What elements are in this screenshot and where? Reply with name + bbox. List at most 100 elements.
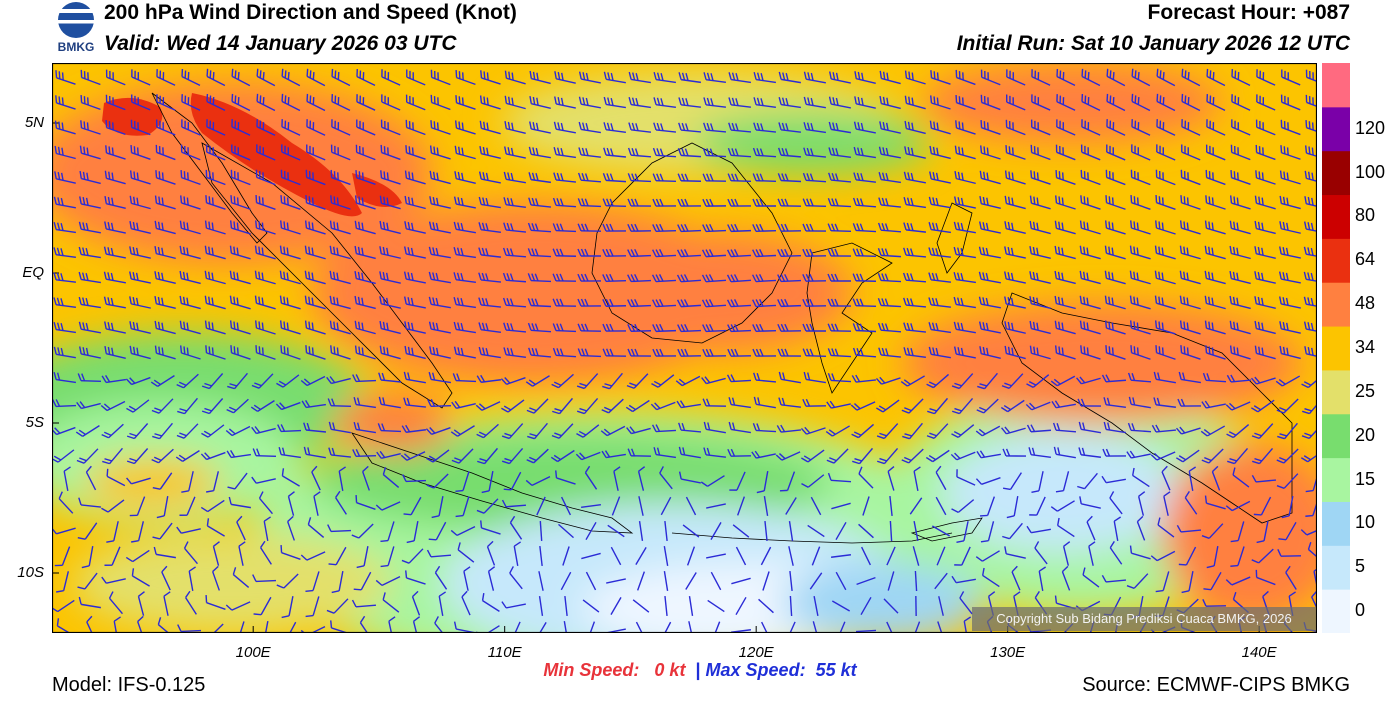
wind-barb <box>378 396 401 409</box>
wind-barb <box>577 348 602 358</box>
wind-barb <box>1256 69 1276 86</box>
wind-barb <box>1101 574 1127 583</box>
wind-barb <box>1129 545 1151 560</box>
wind-barb <box>852 248 877 258</box>
wind-barb <box>1030 119 1051 136</box>
wind-barb <box>355 495 376 511</box>
wind-barb <box>1230 546 1245 567</box>
wind-barb <box>1254 246 1276 259</box>
wind-barb <box>810 496 822 516</box>
wind-barb <box>179 496 196 516</box>
wind-barb <box>953 246 976 259</box>
wind-barb <box>428 296 451 309</box>
wind-barb <box>53 297 77 308</box>
wind-barb <box>628 97 651 109</box>
wind-barb <box>1161 465 1171 491</box>
wind-barb <box>500 377 526 385</box>
wind-barb <box>254 295 276 310</box>
wind-barb <box>760 546 772 566</box>
wind-barb <box>931 525 951 537</box>
wind-barb <box>552 347 577 358</box>
wind-barb <box>403 397 427 408</box>
wind-barb <box>1079 270 1101 285</box>
wind-barb <box>836 621 846 633</box>
wind-barb <box>1281 496 1294 519</box>
wind-barb <box>627 198 652 207</box>
wind-barb <box>727 198 752 207</box>
wind-barb <box>700 475 725 487</box>
wind-barb <box>258 491 273 515</box>
wind-barb <box>1126 450 1151 459</box>
wind-barb <box>1204 245 1226 260</box>
wind-barb <box>79 145 101 160</box>
wind-barb <box>779 471 796 492</box>
wind-barb <box>1178 371 1201 384</box>
wind-barb <box>1280 119 1301 136</box>
wind-barb <box>106 468 126 487</box>
speed-colorbar <box>1322 63 1350 633</box>
wind-barb <box>1109 540 1123 565</box>
wind-barb <box>1080 345 1101 360</box>
wind-barb <box>678 471 701 484</box>
wind-barb <box>953 221 976 234</box>
wind-barb <box>852 223 877 233</box>
wind-barb <box>86 615 96 633</box>
wind-barb <box>1026 525 1051 534</box>
wind-barb <box>610 596 622 616</box>
wind-barb <box>904 146 926 159</box>
wind-barb <box>1127 372 1152 383</box>
colorbar-swatch <box>1322 589 1350 633</box>
wind-barb <box>702 323 727 333</box>
wind-barb <box>930 95 951 110</box>
wind-barb <box>287 515 295 541</box>
wind-barb <box>852 273 877 282</box>
colorbar-swatch <box>1322 194 1350 239</box>
wind-barb <box>653 72 676 84</box>
wind-barb <box>1179 245 1201 260</box>
lon-label: 120E <box>738 644 774 661</box>
wind-barb <box>1080 144 1101 161</box>
wind-barb <box>1181 119 1201 136</box>
wind-barb <box>877 222 902 233</box>
wind-barb <box>204 295 226 310</box>
wind-barb <box>376 450 401 459</box>
wind-barb <box>935 465 947 491</box>
wind-barb <box>1104 295 1126 310</box>
wind-barb <box>105 145 126 160</box>
wind-barb <box>878 146 901 159</box>
wind-barb <box>1188 466 1197 491</box>
min-speed-label: Min Speed: <box>543 660 640 680</box>
wind-barb <box>1054 220 1076 235</box>
wind-barb <box>1181 144 1201 161</box>
wind-barb <box>951 499 975 514</box>
wind-barb <box>306 93 326 112</box>
wind-barb <box>1201 448 1224 464</box>
valid-time: Valid: Wed 14 January 2026 03 UTC <box>104 32 457 55</box>
wind-barb <box>852 323 877 333</box>
wind-barb <box>926 373 950 389</box>
wind-barb <box>205 345 226 360</box>
colorbar-label: 80 <box>1355 205 1376 226</box>
wind-barb <box>578 121 601 134</box>
wind-barb <box>953 296 976 309</box>
wind-barb <box>607 524 625 538</box>
wind-barb <box>226 398 249 414</box>
wind-barb <box>560 496 572 516</box>
wind-barb <box>401 548 424 564</box>
wind-barb <box>305 195 326 210</box>
wind-barb <box>129 221 151 235</box>
map-frame <box>52 63 1317 633</box>
wind-barb <box>1000 399 1025 413</box>
model-name: Model: IFS-0.125 <box>52 674 206 696</box>
wind-barb <box>627 173 652 183</box>
wind-barb <box>529 121 551 134</box>
wind-barb <box>56 571 70 593</box>
wind-barb <box>504 121 526 135</box>
wind-barb <box>875 376 901 385</box>
wind-barb <box>277 424 302 433</box>
wind-speed-shading <box>52 63 1317 633</box>
wind-barb <box>176 526 201 534</box>
wind-barb <box>813 596 819 616</box>
wind-barb <box>425 427 451 435</box>
wind-barb <box>901 448 924 464</box>
